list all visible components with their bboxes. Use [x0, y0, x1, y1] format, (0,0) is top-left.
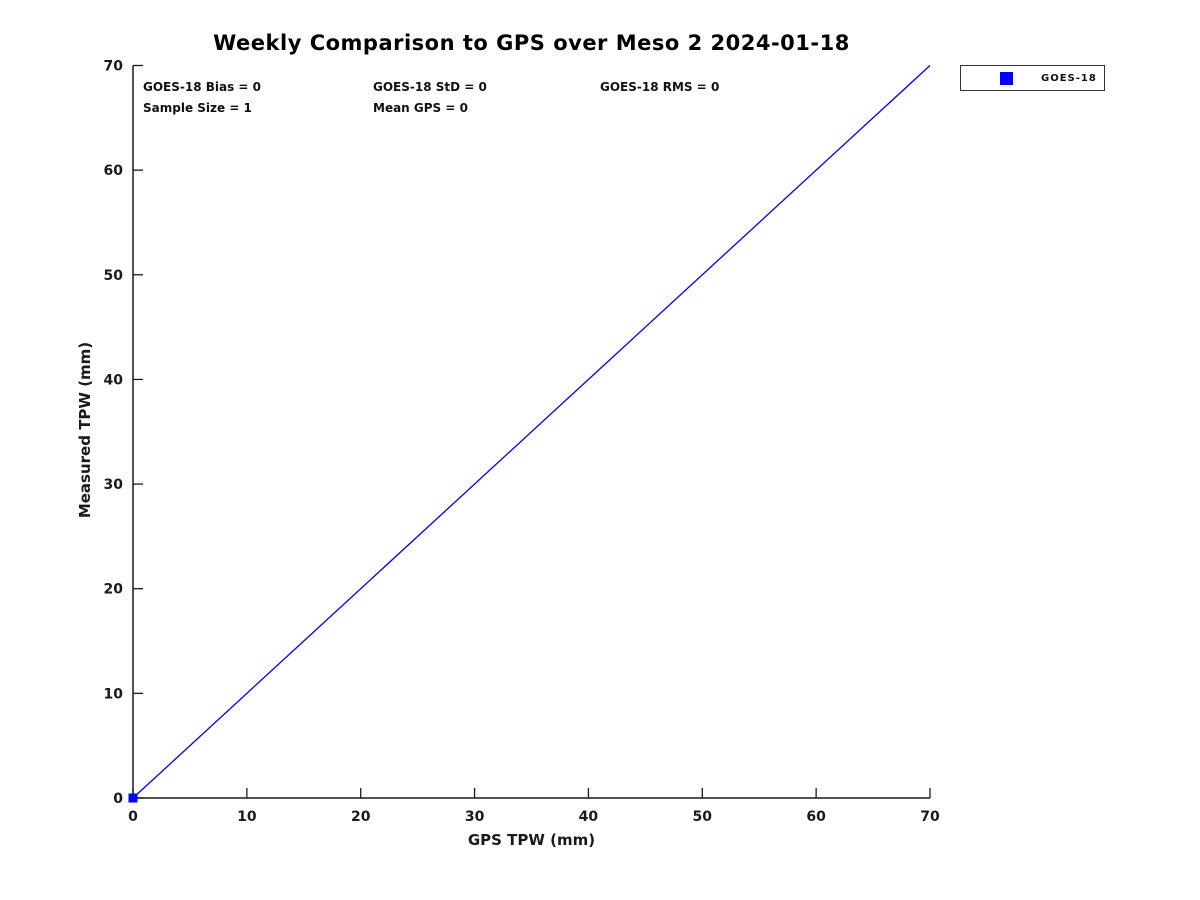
y-tick-label: 0 — [113, 791, 123, 807]
legend: GOES-18 — [960, 65, 1105, 91]
stat-mean-gps: Mean GPS = 0 — [373, 101, 468, 115]
x-tick-label: 30 — [465, 809, 485, 825]
x-tick-label: 20 — [351, 809, 371, 825]
x-tick-label: 0 — [128, 809, 138, 825]
legend-label: GOES-18 — [1041, 72, 1097, 84]
stat-bias: GOES-18 Bias = 0 — [143, 80, 262, 94]
x-tick-label: 40 — [579, 809, 599, 825]
x-tick-label: 10 — [237, 809, 257, 825]
identity-line — [132, 65, 931, 799]
y-tick-label: 70 — [104, 59, 124, 75]
stat-rms: GOES-18 RMS = 0 — [600, 80, 720, 94]
stat-std: GOES-18 StD = 0 — [373, 80, 487, 94]
y-tick-label: 20 — [104, 582, 124, 598]
legend-marker-square-icon — [1000, 71, 1013, 85]
y-axis-label: Measured TPW (mm) — [76, 341, 94, 519]
y-tick-label: 10 — [104, 686, 124, 702]
y-tick-label: 30 — [104, 477, 124, 493]
x-tick-label: 70 — [920, 809, 940, 825]
chart-title: Weekly Comparison to GPS over Meso 2 202… — [213, 31, 850, 55]
y-tick-label: 60 — [104, 163, 124, 179]
y-tick-label: 50 — [104, 268, 124, 284]
x-tick-label: 50 — [693, 809, 713, 825]
x-tick-label: 60 — [806, 809, 826, 825]
stat-sample-size: Sample Size = 1 — [143, 101, 252, 115]
x-axis-label: GPS TPW (mm) — [467, 831, 596, 849]
y-tick-label: 40 — [104, 372, 124, 388]
data-point-marker — [128, 793, 138, 803]
